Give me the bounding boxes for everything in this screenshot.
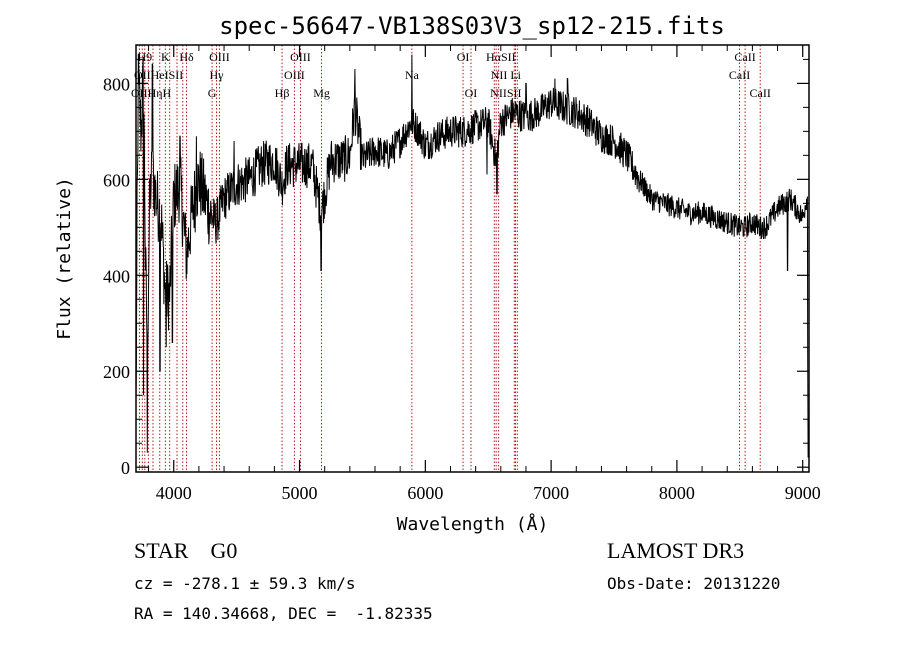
y-tick-label: 0 [121, 458, 130, 478]
x-axis: 4000 5000 6000 7000 8000 9000 [148, 45, 821, 503]
y-tick-label: 400 [103, 266, 130, 286]
y-axis-label: Flux (relative) [54, 177, 75, 340]
flux-line [135, 54, 809, 458]
spectral-line-label: CaII [750, 86, 771, 100]
coordinates-info: RA = 140.34668, DEC = -1.82335 [134, 604, 433, 623]
spectral-line-label: K [161, 50, 170, 64]
x-tick-label: 4000 [156, 483, 192, 503]
spectral-line-label: OIII [284, 68, 305, 82]
spectral-line-label: Hδ [179, 50, 194, 64]
y-tick-label: 800 [103, 74, 130, 94]
redshift-info: cz = -278.1 ± 59.3 km/s [134, 574, 356, 593]
x-axis-label: Wavelength (Å) [397, 513, 549, 535]
spectral-line-label: NII Li [491, 68, 522, 82]
spectrum-series [135, 54, 809, 458]
spectral-line-label: OIIHηH [131, 86, 172, 100]
spectral-line-label: OIII [290, 50, 311, 64]
spectral-line-label: Hγ [210, 68, 225, 82]
spectral-line-label: OI [465, 86, 478, 100]
y-axis: 0 200 400 600 800 [103, 58, 809, 478]
spectral-line-label: OI [457, 50, 470, 64]
spectral-line-label: OIII [209, 50, 230, 64]
survey-name: LAMOST DR3 [607, 538, 745, 563]
spectral-line-label: CaII [734, 50, 755, 64]
x-tick-label: 5000 [282, 483, 318, 503]
spectral-line-labels: H9 K Hδ OIII OIII OI HαSII CaII OIIHeISII Hγ OIII N… [131, 50, 771, 100]
spectral-line-label: OIIHeISII [134, 68, 183, 82]
spectral-line-label: Hβ [275, 86, 290, 100]
x-tick-label: 7000 [533, 483, 569, 503]
spectral-line-label: G [208, 86, 217, 100]
star-classification: STAR G0 [134, 538, 238, 563]
y-tick-label: 600 [103, 170, 130, 190]
plot-frame [135, 44, 810, 473]
y-tick-label: 200 [103, 362, 130, 382]
x-tick-label: 8000 [659, 483, 695, 503]
x-tick-label: 9000 [785, 483, 821, 503]
chart-title: spec-56647-VB138S03V3_sp12-215.fits [219, 12, 725, 40]
observation-date: Obs-Date: 20131220 [607, 574, 781, 593]
spectral-line-label: H9 [137, 50, 152, 64]
spectral-line-label: HαSII [486, 50, 516, 64]
x-tick-label: 6000 [407, 483, 443, 503]
spectral-line-label: Mg [313, 86, 330, 100]
spectral-line-label: CaII [729, 68, 750, 82]
spectral-line-label: NIISII [490, 86, 521, 100]
